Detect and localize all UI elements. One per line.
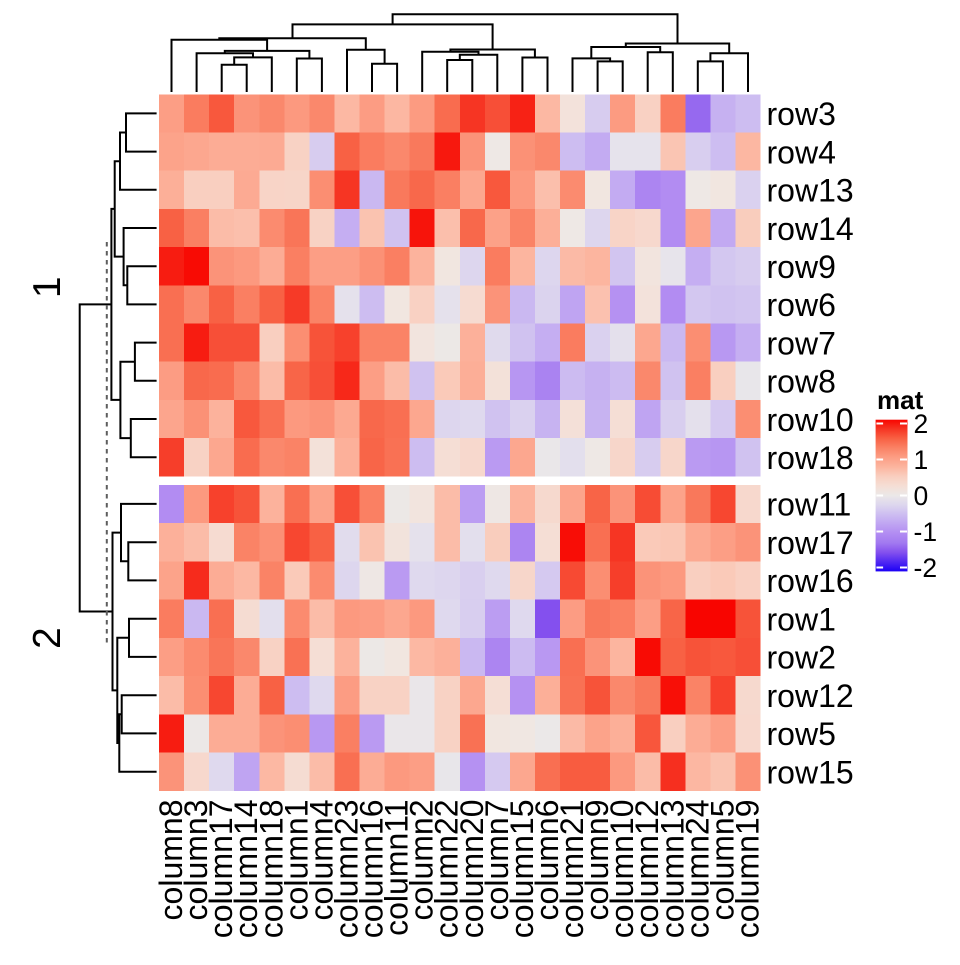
svg-text:column3: column3 xyxy=(178,800,214,921)
svg-text:column1: column1 xyxy=(278,800,314,921)
svg-text:column20: column20 xyxy=(454,800,490,939)
svg-text:row7: row7 xyxy=(767,325,836,361)
svg-text:0: 0 xyxy=(914,481,929,511)
svg-text:row8: row8 xyxy=(767,364,836,400)
svg-text:column11: column11 xyxy=(379,800,415,936)
svg-text:column5: column5 xyxy=(704,800,740,921)
svg-text:row3: row3 xyxy=(767,96,836,132)
svg-text:1: 1 xyxy=(914,445,929,475)
svg-text:-2: -2 xyxy=(914,553,938,583)
svg-text:column4: column4 xyxy=(303,800,339,921)
svg-text:row16: row16 xyxy=(767,563,854,599)
svg-text:row11: row11 xyxy=(767,487,852,523)
svg-text:column12: column12 xyxy=(629,800,665,939)
svg-text:column6: column6 xyxy=(529,800,565,921)
svg-text:column24: column24 xyxy=(679,800,715,939)
svg-text:column23: column23 xyxy=(329,800,365,939)
svg-text:row13: row13 xyxy=(767,173,854,209)
svg-text:1: 1 xyxy=(26,276,69,298)
svg-text:mat: mat xyxy=(877,385,924,415)
svg-text:column7: column7 xyxy=(479,800,515,921)
svg-text:column10: column10 xyxy=(604,800,640,939)
svg-text:row15: row15 xyxy=(767,755,854,791)
svg-text:row4: row4 xyxy=(767,134,836,170)
svg-text:row2: row2 xyxy=(767,640,836,676)
svg-text:row10: row10 xyxy=(767,402,854,438)
svg-text:column8: column8 xyxy=(153,800,189,921)
svg-text:column15: column15 xyxy=(504,800,540,939)
svg-text:column22: column22 xyxy=(429,800,465,939)
svg-text:column18: column18 xyxy=(253,800,289,939)
svg-text:row1: row1 xyxy=(767,602,836,638)
svg-text:row14: row14 xyxy=(767,211,854,247)
svg-text:row12: row12 xyxy=(767,678,854,714)
svg-text:row5: row5 xyxy=(767,716,836,752)
svg-text:column19: column19 xyxy=(730,800,766,939)
svg-text:column2: column2 xyxy=(404,800,440,921)
svg-text:row9: row9 xyxy=(767,249,836,285)
svg-text:column9: column9 xyxy=(579,800,615,921)
svg-text:column13: column13 xyxy=(654,800,690,939)
svg-text:row6: row6 xyxy=(767,287,836,323)
svg-text:2: 2 xyxy=(914,409,929,439)
svg-text:column14: column14 xyxy=(228,800,264,939)
svg-text:-1: -1 xyxy=(914,517,938,547)
svg-text:row18: row18 xyxy=(767,440,854,476)
svg-text:2: 2 xyxy=(26,627,69,649)
svg-text:column16: column16 xyxy=(354,800,390,939)
svg-text:column17: column17 xyxy=(203,800,239,939)
svg-text:row17: row17 xyxy=(767,525,854,561)
svg-text:column21: column21 xyxy=(554,800,590,939)
